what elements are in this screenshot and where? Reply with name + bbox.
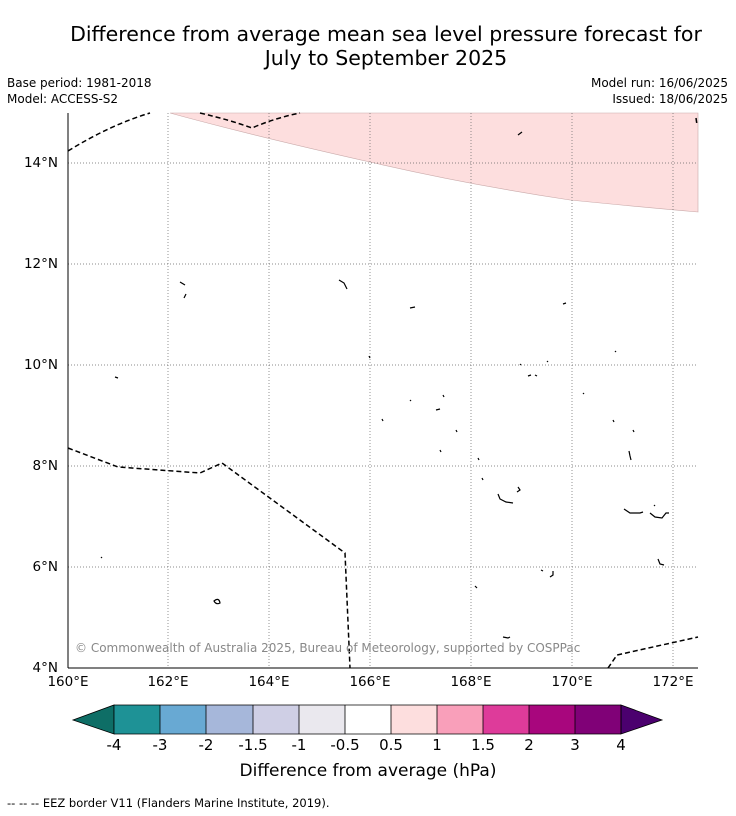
colorbar-bin	[345, 705, 391, 734]
colorbar-bin	[437, 705, 483, 734]
eez-borders	[67, 112, 699, 669]
colorbar-tick: -4	[106, 736, 122, 754]
plot-frame	[67, 113, 698, 669]
lon-label: 164°E	[248, 674, 290, 690]
colorbar-tick: -0.5	[330, 736, 360, 754]
colorbar-bin	[391, 705, 437, 734]
meta-left: Base period: 1981-2018 Model: ACCESS-S2	[7, 75, 152, 107]
colorbar-bin	[575, 705, 621, 734]
colorbar-tick: 3	[570, 736, 580, 754]
lat-label: 8°N	[32, 458, 58, 474]
colorbar-tick: -1	[291, 736, 307, 754]
meta-right: Model run: 16/06/2025 Issued: 18/06/2025	[591, 75, 728, 107]
colorbar-tick: 1.5	[471, 736, 495, 754]
colorbar-bin	[206, 705, 253, 734]
colorbar-tick: 1	[432, 736, 442, 754]
copyright-notice: © Commonwealth of Australia 2025, Bureau…	[75, 641, 581, 655]
base-period: Base period: 1981-2018	[7, 76, 152, 90]
lon-label: 172°E	[652, 674, 694, 690]
model-run: Model run: 16/06/2025	[590, 76, 728, 90]
lat-label: 6°N	[32, 559, 58, 575]
colorbar-tick: 0.5	[379, 736, 403, 754]
colorbar-tick: -2	[198, 736, 214, 754]
issued-date: Issued: 18/06/2025	[612, 92, 728, 106]
colorbar-title: Difference from average (hPa)	[239, 761, 497, 781]
colorbar	[71, 704, 664, 735]
title-line-1: Difference from average mean sea level p…	[70, 22, 702, 46]
title-line-2: July to September 2025	[264, 46, 508, 70]
gridlines	[68, 113, 698, 668]
lon-label: 170°E	[551, 674, 593, 690]
colorbar-bin	[160, 705, 206, 734]
lon-label: 166°E	[349, 674, 391, 690]
anomaly-region	[169, 112, 699, 213]
islands	[100, 131, 669, 639]
lat-label: 4°N	[32, 660, 58, 676]
colorbar-tick: -3	[152, 736, 168, 754]
lon-label: 160°E	[47, 674, 89, 690]
model-name: Model: ACCESS-S2	[7, 92, 119, 106]
lat-label: 14°N	[23, 155, 58, 171]
eez-legend: -- -- -- EEZ border V11 (Flanders Marine…	[7, 796, 330, 810]
colorbar-bin	[253, 705, 299, 734]
lat-label: 12°N	[23, 256, 58, 272]
colorbar-low-extension	[71, 704, 115, 735]
colorbar-bin	[483, 705, 529, 734]
map-title: Difference from average mean sea level p…	[0, 22, 736, 70]
colorbar-tick: -1.5	[238, 736, 268, 754]
colorbar-tick: 4	[616, 736, 626, 754]
colorbar-bin	[529, 705, 575, 734]
colorbar-high-extension	[620, 704, 664, 735]
lat-label: 10°N	[23, 357, 58, 373]
lon-label: 162°E	[147, 674, 189, 690]
colorbar-tick: 2	[524, 736, 534, 754]
colorbar-bin	[114, 705, 160, 734]
lon-label: 168°E	[450, 674, 492, 690]
colorbar-bin	[299, 705, 345, 734]
